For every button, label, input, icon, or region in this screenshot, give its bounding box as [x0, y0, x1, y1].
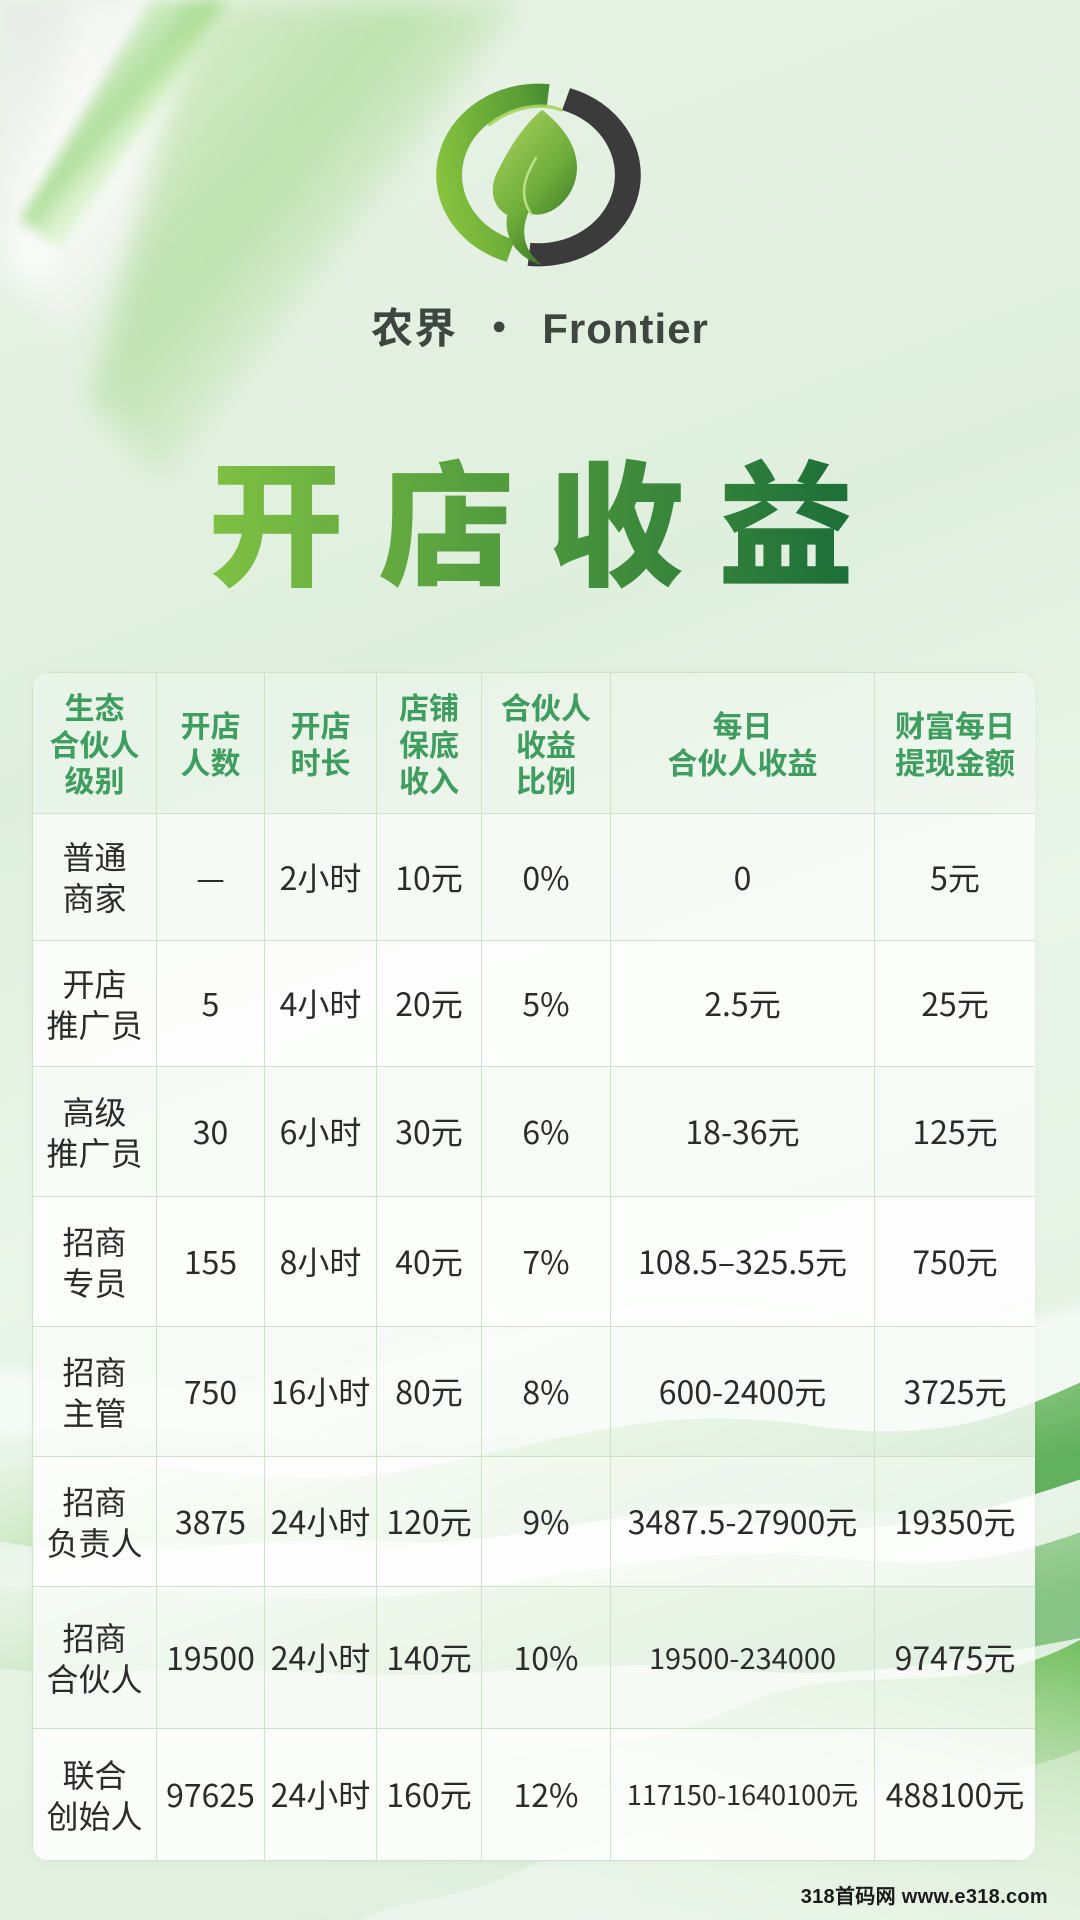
svg-text:开店收益: 开店收益 [208, 425, 888, 615]
